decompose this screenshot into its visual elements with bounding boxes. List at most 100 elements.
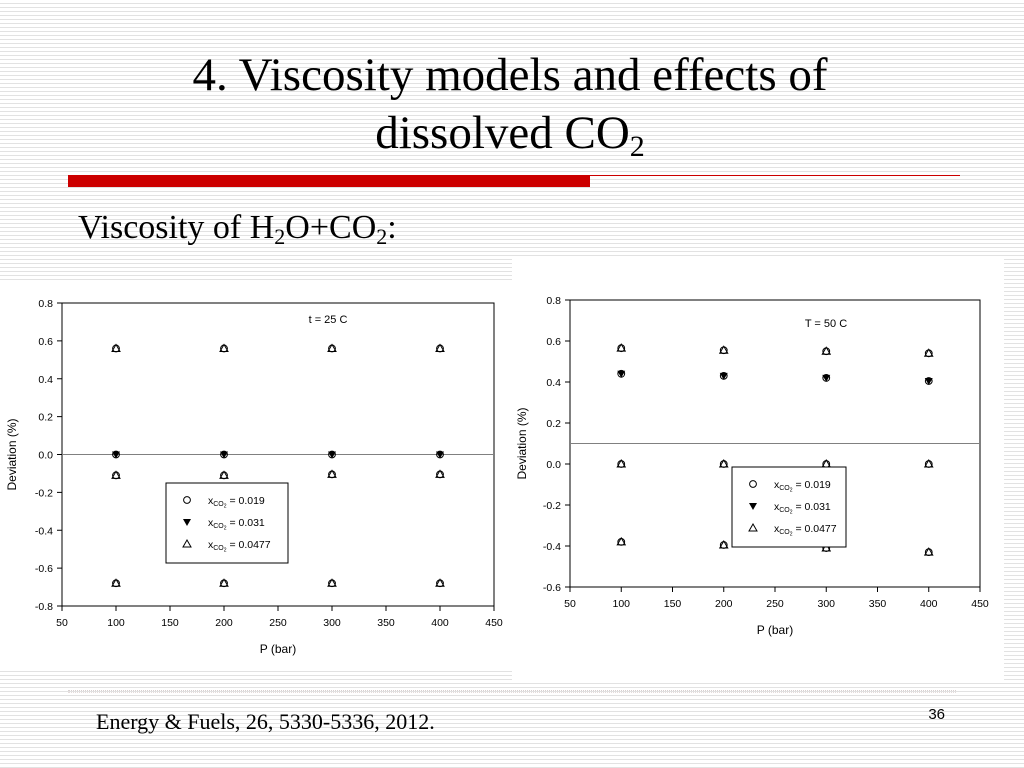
data-point-overlay (220, 450, 228, 459)
x-tick-label: 100 (107, 617, 125, 629)
x-tick-label: 300 (323, 617, 341, 629)
citation: Energy & Fuels, 26, 5330-5336, 2012. (96, 709, 435, 734)
x-tick-label: 50 (564, 598, 576, 610)
x-tick-label: 100 (612, 598, 630, 610)
chart-panel-right: 50 100 150 200 250 300 350 400 450 -0.6 -0.4 -0.2 0.… (512, 258, 1004, 683)
data-point-overlay (719, 460, 728, 468)
legend-entry: xCO2 = 0.031 (208, 517, 265, 532)
y-tick-label: -0.8 (35, 601, 53, 613)
legend-entry: xCO2 = 0.019 (774, 479, 831, 494)
legend-entry: xCO2 = 0.0477 (774, 523, 837, 538)
x-tick-label: 150 (664, 598, 682, 610)
data-point (436, 579, 444, 588)
y-tick-label: 0.0 (38, 450, 53, 462)
temperature-annotation: T = 50 C (805, 318, 847, 330)
legend-box (731, 466, 847, 548)
x-tick-label: 250 (269, 617, 287, 629)
x-axis-label: P (bar) (260, 642, 296, 656)
y-axis-label: Deviation (%) (515, 407, 529, 479)
data-point (220, 579, 228, 588)
data-point-overlay (112, 450, 120, 459)
legend: xCO2 = 0.019 xCO2 = 0.031 xCO2 = 0.0477 (165, 482, 289, 564)
x-tick-label: 200 (715, 598, 733, 610)
data-point-overlay (328, 470, 336, 479)
data-point (822, 347, 831, 356)
footer-divider-2 (68, 692, 956, 693)
series-2 (616, 458, 934, 468)
series-1 (112, 450, 444, 459)
x-tick-label: 400 (431, 617, 449, 629)
y-tick-label: 0.8 (546, 295, 561, 307)
temperature-annotation: t = 25 C (309, 314, 348, 326)
y-tick-label: -0.6 (543, 582, 561, 594)
data-point-overlay (328, 450, 336, 459)
slide-title-line1: 4. Viscosity models and effects of (192, 49, 828, 101)
legend-entry: xCO2 = 0.031 (774, 501, 831, 516)
subtitle-part-c: : (387, 209, 397, 246)
series-3 (111, 578, 445, 588)
slide-title: 4. Viscosity models and effects of disso… (120, 46, 900, 162)
data-point (328, 451, 336, 459)
data-point (617, 370, 626, 378)
legend: xCO2 = 0.019 xCO2 = 0.031 xCO2 = 0.0477 (731, 466, 847, 548)
data-point (328, 579, 336, 588)
y-tick-label: 0.2 (546, 418, 561, 430)
data-point (924, 377, 933, 385)
chart-panel-left: 50 100 150 200 250 300 350 400 450 -0.8 -0.6 -0.4 -0… (0, 283, 512, 668)
y-tick-label: 0.8 (38, 298, 53, 310)
data-point (822, 374, 831, 382)
y-axis-label: Deviation (%) (5, 418, 19, 490)
x-tick-label: 350 (377, 617, 395, 629)
x-tick-label: 200 (215, 617, 233, 629)
y-tick-label: 0.6 (546, 336, 561, 348)
x-tick-label: 300 (817, 598, 835, 610)
series-2 (111, 469, 445, 480)
data-point-overlay (220, 471, 228, 480)
y-tick-label: -0.2 (543, 500, 561, 512)
data-point-overlay (617, 369, 626, 378)
data-point (719, 346, 728, 355)
data-point (924, 349, 933, 358)
title-underline-thick (68, 175, 590, 187)
x-tick-label: 350 (869, 598, 887, 610)
chart-50c: 50 100 150 200 250 300 350 400 450 -0.6 -0.4 -0.2 0.… (515, 295, 989, 637)
x-tick-label: 250 (766, 598, 784, 610)
y-tick-label: 0.0 (546, 459, 561, 471)
data-point (112, 451, 120, 459)
slide-subtitle: Viscosity of H2O+CO2: (78, 206, 397, 250)
data-point-overlay (436, 470, 444, 479)
slide-title-line2: dissolved CO2 (120, 104, 900, 162)
y-tick-label: -0.4 (35, 525, 53, 537)
data-point (436, 344, 444, 353)
data-point (220, 344, 228, 353)
y-tick-label: -0.6 (35, 563, 53, 575)
data-point-overlay (924, 460, 933, 468)
x-tick-label: 400 (920, 598, 938, 610)
legend-entry: xCO2 = 0.019 (208, 495, 265, 510)
series-1 (617, 369, 933, 385)
slide-title-line2-main: dissolved CO (375, 107, 630, 159)
y-tick-label: 0.2 (38, 412, 53, 424)
x-tick-label: 150 (161, 617, 179, 629)
x-axis-label: P (bar) (757, 623, 793, 637)
y-tick-label: 0.4 (38, 374, 53, 386)
legend-marker (749, 480, 757, 488)
data-point (617, 538, 626, 546)
x-tick-label: 450 (485, 617, 503, 629)
data-point (112, 344, 120, 353)
legend-marker (749, 503, 757, 510)
legend-marker (183, 519, 191, 526)
legend-marker (182, 538, 192, 548)
data-point-overlay (112, 471, 120, 480)
series-0 (111, 343, 445, 353)
y-tick-label: 0.4 (546, 377, 561, 389)
y-tick-label: 0.6 (38, 336, 53, 348)
data-point-overlay (822, 374, 831, 382)
slide-title-line2-subscript: 2 (629, 130, 645, 163)
series-3 (616, 536, 934, 557)
legend-marker (183, 496, 191, 504)
legend-entry: xCO2 = 0.0477 (208, 539, 271, 554)
data-point (719, 541, 728, 549)
data-point-overlay (719, 371, 728, 380)
data-point (112, 579, 120, 588)
